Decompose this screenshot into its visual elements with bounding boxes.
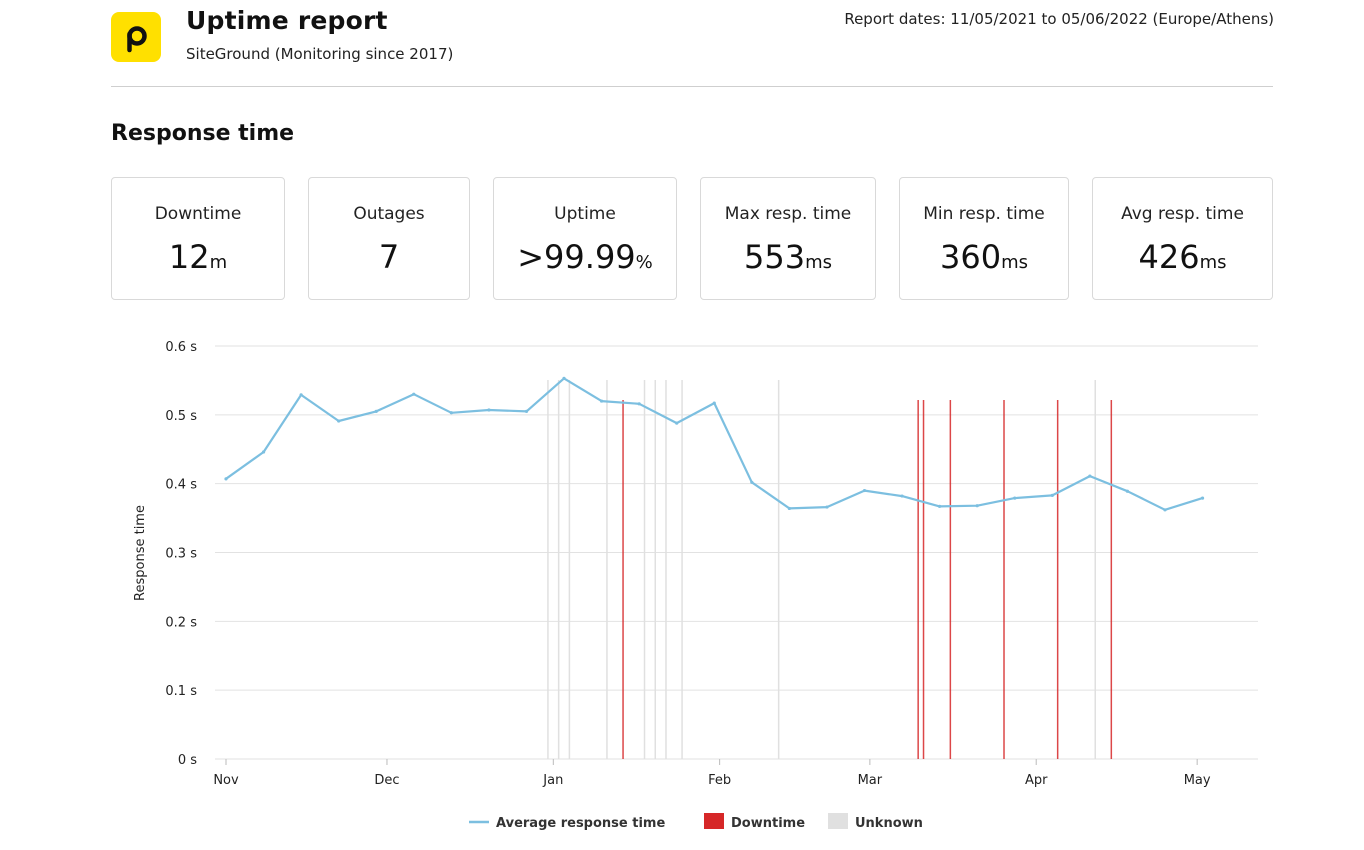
data-point	[412, 392, 416, 396]
stat-label: Min resp. time	[923, 204, 1045, 224]
stat-number: 553	[744, 238, 806, 276]
stat-unit: %	[635, 252, 653, 273]
data-point	[299, 393, 303, 397]
data-point	[862, 488, 867, 493]
stat-unit: m	[209, 252, 228, 273]
stat-number: 7	[378, 238, 400, 276]
stat-number: 360	[940, 238, 1002, 276]
data-point	[337, 419, 341, 423]
data-point	[637, 402, 641, 406]
legend-label: Downtime	[731, 816, 805, 831]
data-point	[1200, 496, 1205, 500]
stat-card-downtime: Downtime 12m	[111, 177, 285, 300]
data-point	[787, 506, 791, 511]
y-tick-label: 0.1 s	[165, 684, 197, 699]
data-point	[938, 504, 942, 508]
report-title: Uptime report	[186, 6, 388, 35]
data-point	[825, 505, 829, 509]
y-axis-title: Response time	[133, 505, 148, 601]
legend-downtime-swatch	[704, 813, 724, 829]
legend-unknown-swatch	[828, 813, 848, 829]
x-tick-label: Mar	[858, 773, 883, 788]
data-point	[374, 409, 378, 413]
data-point	[524, 409, 529, 413]
data-point	[1125, 489, 1130, 493]
stat-card-min-resp: Min resp. time 360ms	[899, 177, 1069, 300]
data-point	[261, 450, 266, 454]
data-point	[900, 494, 904, 498]
report-subtitle: SiteGround (Monitoring since 2017)	[186, 45, 454, 63]
data-point	[449, 411, 453, 415]
data-point	[675, 421, 679, 425]
section-title: Response time	[111, 121, 295, 146]
stat-value: 426ms	[1093, 238, 1272, 276]
x-tick-label: May	[1184, 773, 1211, 788]
stat-card-uptime: Uptime >99.99%	[493, 177, 677, 300]
header-divider	[111, 86, 1273, 87]
stat-value: 12m	[112, 238, 284, 276]
stat-card-outages: Outages 7	[308, 177, 470, 300]
stat-number: 426	[1138, 238, 1200, 276]
data-point	[975, 504, 979, 508]
stat-value: >99.99%	[494, 238, 676, 276]
logo-p-icon	[127, 26, 147, 53]
stat-unit: ms	[1199, 252, 1227, 273]
y-tick-label: 0.4 s	[165, 478, 197, 493]
stat-card-avg-resp: Avg resp. time 426ms	[1092, 177, 1273, 300]
x-tick-label: Jan	[542, 773, 563, 788]
stat-label: Outages	[353, 204, 425, 224]
stat-label: Downtime	[154, 204, 242, 224]
data-point	[1013, 496, 1017, 500]
data-point	[750, 480, 754, 484]
data-point	[599, 399, 604, 403]
x-tick-label: Nov	[213, 773, 239, 788]
app-logo	[111, 12, 161, 62]
stat-number: 12	[168, 238, 210, 276]
data-point	[1050, 493, 1054, 497]
stat-value: 360ms	[900, 238, 1068, 276]
data-point	[224, 477, 228, 481]
stat-unit: ms	[805, 252, 832, 273]
data-point	[1088, 474, 1092, 478]
report-dates: Report dates: 11/05/2021 to 05/06/2022 (…	[844, 10, 1274, 28]
data-point	[562, 376, 566, 380]
x-tick-label: Apr	[1025, 773, 1048, 788]
series-line	[225, 377, 1203, 511]
stat-unit: ms	[1001, 252, 1028, 273]
stat-value: 553ms	[701, 238, 875, 276]
data-point	[1163, 508, 1167, 512]
x-tick-label: Dec	[374, 773, 399, 788]
y-tick-label: 0.6 s	[165, 340, 197, 355]
stat-label: Avg resp. time	[1121, 204, 1244, 224]
data-point	[712, 401, 716, 405]
stat-label: Uptime	[554, 204, 616, 224]
y-tick-label: 0.3 s	[165, 547, 197, 562]
stat-card-max-resp: Max resp. time 553ms	[700, 177, 876, 300]
y-tick-label: 0.2 s	[165, 615, 197, 630]
y-tick-label: 0 s	[178, 753, 197, 768]
stat-number: >99.99	[517, 238, 636, 276]
legend-label: Average response time	[496, 816, 665, 831]
legend-label: Unknown	[855, 816, 923, 831]
x-tick-label: Feb	[708, 773, 731, 788]
stat-value: 7	[309, 238, 469, 276]
y-tick-label: 0.5 s	[165, 409, 197, 424]
data-point	[487, 408, 491, 412]
stat-label: Max resp. time	[724, 204, 852, 224]
